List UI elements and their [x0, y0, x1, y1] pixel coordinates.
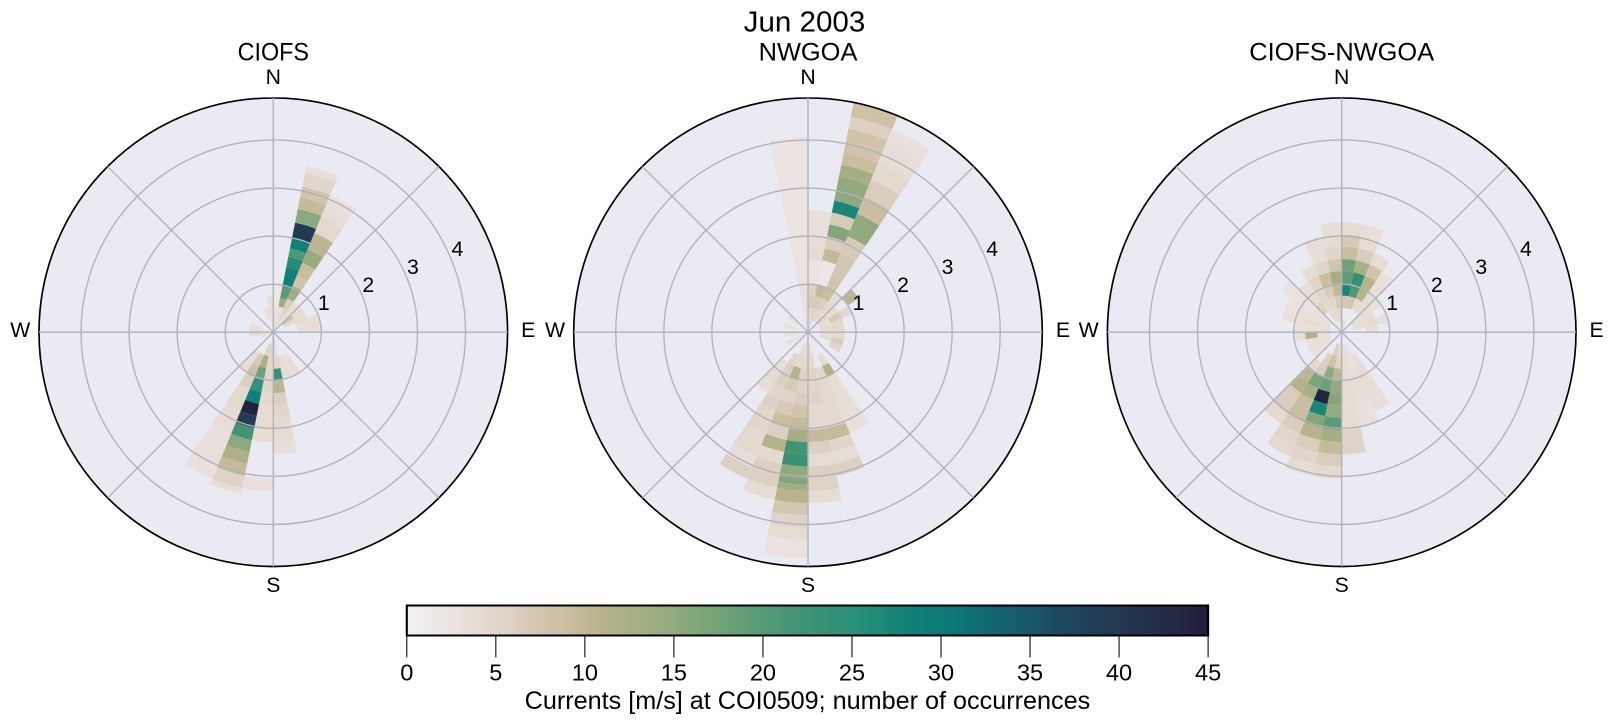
- svg-text:W: W: [545, 318, 565, 342]
- svg-text:40: 40: [1106, 660, 1132, 686]
- svg-text:S: S: [266, 573, 280, 597]
- svg-text:N: N: [800, 65, 815, 89]
- svg-text:15: 15: [661, 660, 687, 686]
- svg-text:W: W: [10, 318, 30, 342]
- svg-text:CIOFS-NWGOA: CIOFS-NWGOA: [1249, 39, 1434, 67]
- svg-text:4: 4: [986, 237, 998, 261]
- svg-text:10: 10: [572, 660, 598, 686]
- svg-text:5: 5: [489, 660, 502, 686]
- svg-text:2: 2: [1431, 273, 1443, 297]
- svg-text:Currents [m/s] at COI0509; num: Currents [m/s] at COI0509; number of occ…: [525, 687, 1091, 715]
- svg-text:20: 20: [750, 660, 776, 686]
- svg-text:2: 2: [897, 273, 909, 297]
- svg-text:1: 1: [853, 291, 865, 315]
- svg-text:E: E: [521, 318, 535, 342]
- svg-text:25: 25: [839, 660, 865, 686]
- svg-text:Jun 2003: Jun 2003: [744, 7, 866, 39]
- svg-text:W: W: [1079, 318, 1099, 342]
- svg-text:3: 3: [1475, 255, 1487, 279]
- svg-text:E: E: [1590, 318, 1604, 342]
- svg-text:3: 3: [942, 255, 954, 279]
- svg-text:S: S: [801, 573, 815, 597]
- svg-text:4: 4: [452, 237, 464, 261]
- svg-text:1: 1: [318, 291, 330, 315]
- svg-text:E: E: [1056, 318, 1070, 342]
- svg-text:3: 3: [407, 255, 419, 279]
- svg-text:45: 45: [1195, 660, 1221, 686]
- svg-text:CIOFS: CIOFS: [238, 39, 309, 67]
- svg-text:30: 30: [928, 660, 954, 686]
- svg-text:35: 35: [1017, 660, 1043, 686]
- svg-text:0: 0: [400, 660, 413, 686]
- svg-text:1: 1: [1386, 291, 1398, 315]
- svg-text:N: N: [1334, 65, 1349, 89]
- svg-text:N: N: [266, 65, 281, 89]
- svg-text:NWGOA: NWGOA: [759, 39, 858, 67]
- svg-text:2: 2: [362, 273, 374, 297]
- svg-text:S: S: [1335, 573, 1349, 597]
- svg-text:4: 4: [1520, 237, 1532, 261]
